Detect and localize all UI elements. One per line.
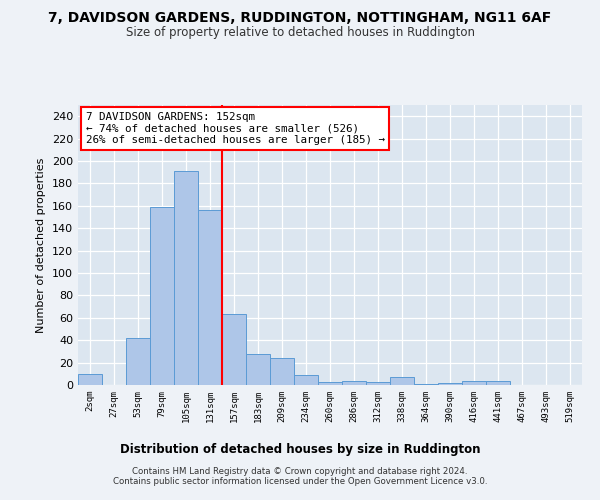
Text: Size of property relative to detached houses in Ruddington: Size of property relative to detached ho… (125, 26, 475, 39)
Bar (78, 374, 102, 385)
Text: Contains HM Land Registry data © Crown copyright and database right 2024.
Contai: Contains HM Land Registry data © Crown c… (113, 466, 487, 486)
Bar (414, 384, 438, 385)
Bar (486, 380, 510, 385)
Bar (126, 338, 150, 385)
Text: Distribution of detached houses by size in Ruddington: Distribution of detached houses by size … (120, 442, 480, 456)
Bar (222, 314, 246, 385)
Bar (270, 358, 294, 385)
Y-axis label: Number of detached properties: Number of detached properties (37, 158, 46, 332)
Bar (198, 210, 222, 385)
Bar (294, 375, 318, 385)
Bar (174, 171, 198, 385)
Bar (246, 354, 270, 385)
Bar (150, 207, 174, 385)
Text: 7, DAVIDSON GARDENS, RUDDINGTON, NOTTINGHAM, NG11 6AF: 7, DAVIDSON GARDENS, RUDDINGTON, NOTTING… (49, 11, 551, 25)
Bar (462, 380, 486, 385)
Bar (390, 377, 414, 385)
Text: 7 DAVIDSON GARDENS: 152sqm
← 74% of detached houses are smaller (526)
26% of sem: 7 DAVIDSON GARDENS: 152sqm ← 74% of deta… (86, 112, 385, 145)
Bar (366, 382, 390, 385)
Bar (318, 382, 342, 385)
Bar (342, 380, 366, 385)
Bar (438, 383, 462, 385)
